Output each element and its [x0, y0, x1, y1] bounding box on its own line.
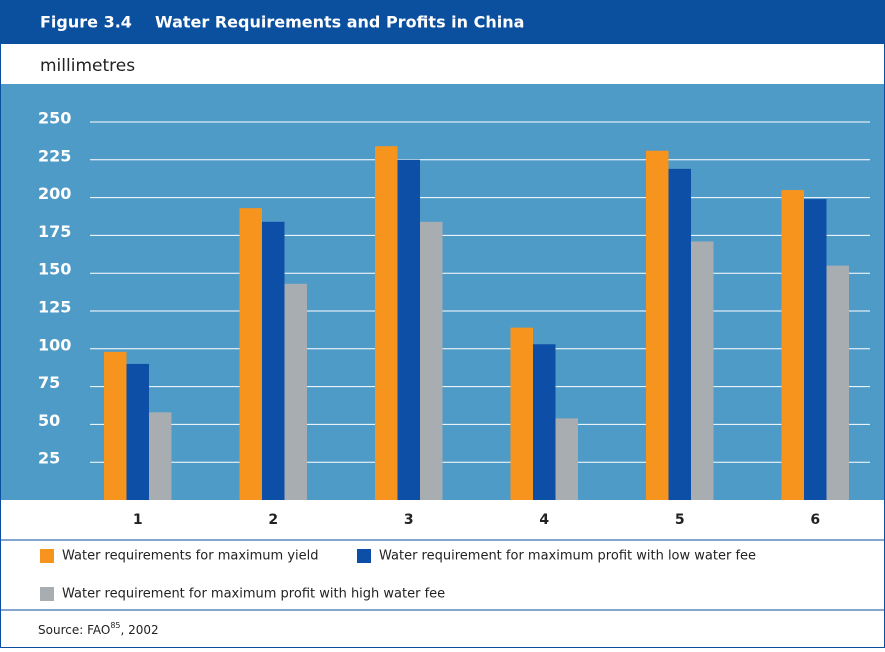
- bar: [555, 418, 578, 500]
- bar: [262, 221, 285, 501]
- bar: [126, 363, 149, 500]
- bar: [104, 351, 127, 500]
- y-tick-label: 200: [38, 184, 71, 203]
- x-tick-label: 3: [404, 512, 414, 528]
- legend-label: Water requirement for maximum profit wit…: [62, 587, 445, 602]
- bar: [420, 221, 443, 501]
- y-axis-label: millimetres: [40, 56, 135, 76]
- source-text: Source: FAO: [38, 623, 110, 637]
- source: Source: FAO85, 2002: [38, 621, 159, 637]
- x-tick-label: 4: [539, 512, 549, 528]
- x-tick-label: 5: [675, 512, 685, 528]
- chart-title: Water Requirements and Profits in China: [155, 13, 524, 32]
- y-tick-label: 250: [38, 109, 71, 128]
- bar: [284, 283, 307, 500]
- x-tick-label: 6: [810, 512, 820, 528]
- header: [0, 0, 885, 44]
- bar: [781, 190, 804, 501]
- bar: [239, 208, 262, 500]
- x-tick-label: 2: [268, 512, 278, 528]
- legend-label: Water requirements for maximum yield: [62, 549, 319, 564]
- legend-swatch: [40, 587, 54, 601]
- y-tick-label: 50: [38, 411, 60, 430]
- bar: [646, 150, 669, 500]
- figure-label: Figure 3.4: [40, 13, 132, 32]
- bar: [804, 199, 827, 500]
- bar: [826, 265, 849, 500]
- x-tick-label: 1: [133, 512, 143, 528]
- bar: [510, 327, 533, 500]
- source-year: , 2002: [121, 623, 159, 637]
- source-ref: 85: [110, 621, 120, 630]
- bar: [691, 241, 714, 500]
- legend-swatch: [40, 549, 54, 563]
- y-tick-label: 225: [38, 146, 71, 165]
- bar: [397, 159, 420, 501]
- y-tick-label: 25: [38, 449, 60, 468]
- legend-swatch: [357, 549, 371, 563]
- y-tick-label: 175: [38, 222, 71, 241]
- legend-label: Water requirement for maximum profit wit…: [379, 549, 756, 564]
- y-tick-label: 100: [38, 335, 71, 354]
- bar: [149, 412, 172, 500]
- y-tick-label: 75: [38, 373, 60, 392]
- bar: [375, 146, 398, 500]
- bar: [668, 168, 691, 500]
- y-tick-label: 125: [38, 298, 71, 317]
- bar: [533, 344, 556, 500]
- y-tick-label: 150: [38, 260, 71, 279]
